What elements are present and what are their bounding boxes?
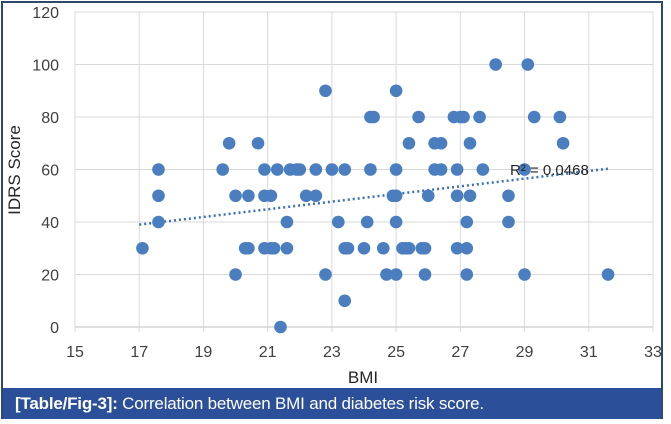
data-point xyxy=(357,241,371,255)
data-point xyxy=(450,241,464,255)
data-point xyxy=(521,58,535,71)
data-point xyxy=(341,241,355,255)
data-point xyxy=(460,268,474,281)
data-point xyxy=(267,241,281,255)
data-point xyxy=(338,294,352,308)
data-point xyxy=(460,241,474,255)
caption-label: [Table/Fig-3]: xyxy=(15,394,118,413)
data-point xyxy=(222,136,236,150)
data-point xyxy=(319,268,332,281)
data-point xyxy=(553,110,567,124)
data-point xyxy=(152,163,165,176)
data-point xyxy=(389,163,403,176)
x-tick-label: 23 xyxy=(323,344,341,361)
data-point xyxy=(360,215,374,229)
data-point xyxy=(229,268,242,281)
data-point xyxy=(502,189,515,203)
x-tick-label: 29 xyxy=(516,344,534,361)
data-point xyxy=(460,215,474,229)
data-point xyxy=(364,163,377,176)
x-tick-label: 25 xyxy=(387,344,405,361)
y-tick-label: 40 xyxy=(41,215,59,232)
y-tick-label: 120 xyxy=(32,5,59,22)
data-point xyxy=(136,241,149,255)
y-tick-label: 60 xyxy=(41,163,59,180)
data-point xyxy=(325,163,339,176)
scatter-chart: 0 20 40 60 80 100 120 15 17 19 21 23 25 27 29 31 33 R² =… xyxy=(5,5,662,387)
data-point xyxy=(463,189,477,203)
x-tick-label: 19 xyxy=(195,344,213,361)
data-point xyxy=(280,241,294,255)
axes: 0 20 40 60 80 100 120 15 17 19 21 23 25 27 29 31 33 xyxy=(32,5,662,361)
data-point xyxy=(389,189,403,203)
data-point xyxy=(518,163,531,176)
data-point xyxy=(418,241,432,255)
data-point xyxy=(319,84,332,98)
data-point xyxy=(376,241,390,255)
data-point xyxy=(463,136,477,150)
data-point xyxy=(421,189,435,203)
y-tick-label: 80 xyxy=(41,110,59,127)
gridlines xyxy=(74,11,654,332)
y-tick-label: 0 xyxy=(50,320,59,337)
x-tick-label: 17 xyxy=(130,344,148,361)
x-tick-label: 15 xyxy=(66,344,84,361)
data-point xyxy=(473,110,486,124)
data-point xyxy=(271,163,284,176)
data-point xyxy=(242,189,255,203)
data-point xyxy=(434,163,448,176)
trendline xyxy=(139,167,609,226)
data-point xyxy=(152,189,165,203)
data-point xyxy=(380,268,393,281)
data-point xyxy=(434,136,448,150)
data-point xyxy=(601,268,615,281)
data-point xyxy=(152,215,165,229)
x-tick-label: 27 xyxy=(451,344,469,361)
data-point xyxy=(274,320,287,334)
data-point xyxy=(450,189,464,203)
data-point xyxy=(299,189,313,203)
y-tick-label: 20 xyxy=(41,268,59,285)
data-point xyxy=(489,58,502,71)
data-points xyxy=(136,58,615,334)
data-point xyxy=(242,241,255,255)
data-point xyxy=(402,241,416,255)
data-point xyxy=(389,268,403,281)
data-point xyxy=(280,215,294,229)
data-point xyxy=(527,110,541,124)
data-point xyxy=(412,110,425,124)
x-tick-label: 33 xyxy=(644,344,662,361)
data-point xyxy=(251,136,265,150)
data-point xyxy=(556,136,570,150)
data-point xyxy=(389,84,403,98)
data-point xyxy=(332,215,345,229)
r-squared-label: R² = 0.0468 xyxy=(510,162,589,179)
data-point xyxy=(389,215,403,229)
data-point xyxy=(258,163,271,176)
data-point xyxy=(309,189,323,203)
data-point xyxy=(264,189,278,203)
data-point xyxy=(418,268,432,281)
data-point xyxy=(450,163,464,176)
data-point xyxy=(476,163,490,176)
trendline-group xyxy=(139,167,609,226)
figure-caption: [Table/Fig-3]: Correlation between BMI a… xyxy=(3,388,661,419)
data-point xyxy=(309,163,323,176)
data-point xyxy=(402,136,416,150)
data-point xyxy=(457,110,470,124)
data-point xyxy=(229,189,242,203)
y-axis-title: IDRS Score xyxy=(5,125,24,215)
data-point xyxy=(502,215,515,229)
data-point xyxy=(293,163,307,176)
x-tick-label: 31 xyxy=(580,344,598,361)
data-point xyxy=(367,110,380,124)
data-point xyxy=(216,163,230,176)
data-point xyxy=(518,268,531,281)
y-tick-label: 100 xyxy=(32,58,59,75)
caption-text: Correlation between BMI and diabetes ris… xyxy=(117,394,484,413)
x-tick-label: 21 xyxy=(259,344,277,361)
data-point xyxy=(338,163,352,176)
x-axis-title: BMI xyxy=(348,368,378,387)
